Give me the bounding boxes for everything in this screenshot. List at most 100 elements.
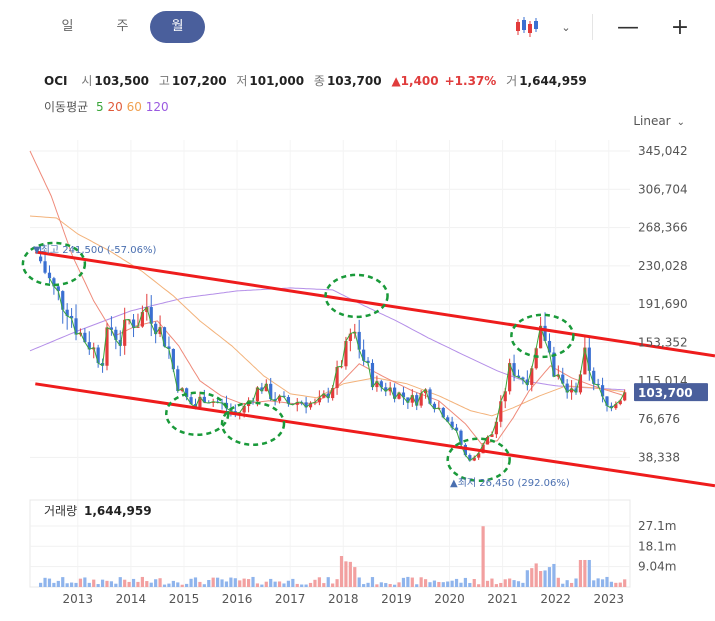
chart-toolbar: ⌄ — + [500, 10, 695, 44]
highlight-circle [510, 313, 575, 359]
highlight-circle [165, 391, 230, 437]
volume-bar [561, 583, 565, 587]
volume-bar [574, 578, 578, 587]
ma60-line [29, 215, 625, 417]
volume-bar [286, 580, 291, 587]
zoom-in-button[interactable]: + [670, 14, 690, 40]
highlight-circle [324, 273, 389, 319]
x-tick-label: 2020 [434, 592, 465, 606]
volume-bar [437, 581, 441, 587]
volume-bar [158, 578, 162, 587]
volume-bar [264, 581, 268, 587]
low-value: 101,000 [249, 74, 305, 88]
candle-body [335, 367, 339, 389]
scale-selector[interactable]: Linear ⌄ [633, 114, 685, 128]
candle-body [499, 401, 503, 422]
price-tick-label: 230,028 [638, 259, 688, 273]
volume-bar [211, 577, 215, 587]
candle-body [162, 327, 167, 347]
volume-bar [534, 563, 538, 587]
chevron-down-icon: ⌄ [676, 117, 685, 128]
volume-bar [52, 582, 56, 587]
candle-body [605, 396, 609, 406]
volume-tick-label: 27.1m [638, 519, 676, 533]
tab-month[interactable]: 월 [150, 11, 205, 43]
toolbar-divider [592, 14, 593, 40]
candle-body [397, 392, 401, 399]
x-tick-label: 2019 [381, 592, 412, 606]
volume-bar [494, 584, 498, 587]
volume-bar [353, 567, 357, 587]
volume-bar [291, 578, 295, 587]
volume-bar [428, 582, 432, 587]
candle-body [69, 315, 74, 319]
ma-60: 60 [126, 100, 142, 114]
zoom-out-button[interactable]: — [617, 14, 639, 40]
volume-bar [339, 556, 344, 587]
volume-bar [375, 584, 379, 587]
candle-body [47, 272, 52, 279]
volume-bar [401, 577, 406, 587]
volume-bar [140, 576, 144, 587]
candle-body [176, 369, 180, 391]
volume-bar [149, 582, 153, 587]
candle-body [450, 421, 454, 428]
volume-bar [273, 581, 277, 587]
tab-day[interactable]: 일 [61, 19, 74, 34]
candle-body [401, 392, 406, 398]
volume-bar [317, 577, 321, 587]
candle-body [623, 392, 627, 401]
open-label: 시 [81, 74, 93, 88]
volume-bar [87, 582, 91, 587]
volume-bar [171, 580, 175, 587]
volume-bar [618, 582, 622, 587]
candle-body [530, 368, 534, 385]
candle-body [202, 396, 206, 403]
volume-bar [446, 581, 450, 587]
candle-body [508, 363, 512, 392]
volume-bar [481, 526, 485, 587]
volume-bar [83, 577, 87, 587]
tab-week[interactable]: 주 [116, 19, 129, 34]
candle-body [255, 387, 260, 402]
candle-body [348, 333, 352, 342]
candle-body [304, 402, 308, 408]
candle-body [410, 395, 414, 403]
candle-body [406, 397, 410, 403]
volume-bar [600, 579, 605, 587]
chevron-down-icon[interactable]: ⌄ [561, 20, 571, 34]
candle-body [123, 319, 127, 346]
candle-body [388, 387, 392, 392]
volume-bar [592, 580, 596, 587]
volume-bar [569, 582, 574, 587]
volume-bar [503, 579, 507, 587]
volume-bar [614, 582, 618, 587]
candle-body [587, 347, 591, 371]
volume-bar [472, 579, 476, 587]
candle-body [428, 389, 432, 404]
high-annotation: ▼최고 241,500 (-57.06%) [33, 244, 156, 256]
volume-bar [308, 582, 313, 587]
volume-bar [246, 579, 251, 587]
volume-bar [78, 578, 83, 587]
volume-bar [65, 583, 69, 587]
volume-bar [193, 577, 198, 587]
candlestick-icon[interactable] [500, 12, 556, 42]
x-tick-label: 2013 [63, 592, 94, 606]
volume-bar [516, 581, 521, 587]
candle-body [362, 349, 366, 361]
candle-body [366, 360, 370, 363]
candle-body [198, 396, 202, 408]
volume-bar [322, 583, 326, 587]
price-tick-label: 38,338 [638, 450, 680, 464]
volume-bar [357, 577, 361, 587]
volume-bar [61, 577, 65, 587]
volume-bar [406, 576, 410, 587]
volume-pane [29, 499, 631, 588]
volume-bar [131, 578, 136, 587]
volume-tick-label: 18.1m [638, 539, 676, 553]
volume-bar [362, 584, 366, 587]
volume-bar [565, 580, 569, 587]
candle-body [52, 278, 56, 287]
